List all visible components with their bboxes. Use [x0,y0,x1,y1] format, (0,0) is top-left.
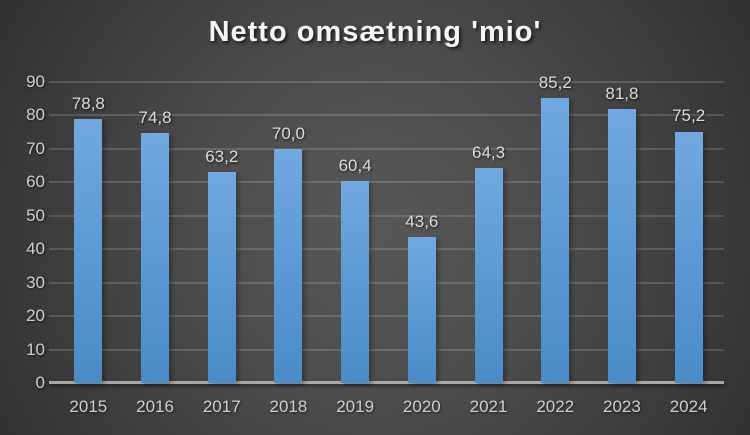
x-axis-line [49,381,724,384]
y-tick-label-30: 30 [26,272,45,292]
x-tick-label-2016: 2016 [136,397,174,416]
value-label-2024: 75,2 [672,106,706,126]
x-tick-label-2023: 2023 [603,397,641,416]
gridline-50 [49,214,724,217]
bar-2019[interactable] [341,181,370,383]
bar-2024[interactable] [674,131,703,383]
x-tick-label-2021: 2021 [469,397,508,416]
value-label-2021: 64,3 [472,142,506,162]
value-label-2018: 70,0 [271,123,305,143]
bar-2021[interactable] [474,167,503,383]
value-label-2020: 43,6 [405,212,439,232]
y-tick-label-10: 10 [26,339,45,359]
gridline-70 [49,147,724,150]
y-tick-label-90: 90 [26,72,45,91]
bar-2015[interactable] [74,119,103,383]
value-label-2015: 78,8 [71,94,105,114]
value-label-2023: 81,8 [605,84,639,104]
x-tick-label-2015: 2015 [69,397,108,416]
bar-2022[interactable] [541,98,570,383]
gridline-60 [49,181,724,184]
plot-area [49,81,724,384]
x-tick-label-2019: 2019 [336,397,375,416]
gridline-90 [49,81,724,83]
gridline-40 [49,248,724,251]
x-tick-label-2022: 2022 [536,397,575,416]
x-tick-label-2024: 2024 [669,397,708,416]
y-tick-label-60: 60 [26,172,45,192]
gridline-80 [49,114,724,117]
y-tick-label-0: 0 [35,373,45,392]
y-tick-label-40: 40 [26,239,45,259]
bar-2018[interactable] [274,148,303,383]
y-tick-label-50: 50 [26,205,45,225]
chart-title: Netto omsætning 'mio' [208,16,542,48]
x-tick-label-2020: 2020 [402,397,441,416]
bar-2016[interactable] [141,132,170,383]
y-tick-label-20: 20 [26,306,45,326]
bar-2020[interactable] [407,237,436,383]
value-label-2019: 60,4 [338,155,372,175]
gridline-20 [49,315,724,318]
bar-2023[interactable] [607,109,636,383]
y-tick-label-70: 70 [26,138,45,158]
x-tick-label-2017: 2017 [202,397,241,416]
value-label-2016: 74,8 [138,107,172,127]
value-label-2022: 85,2 [538,73,572,93]
y-tick-label-80: 80 [26,105,45,125]
gridline-30 [49,281,724,284]
value-label-2017: 63,2 [205,146,239,166]
x-tick-label-2018: 2018 [269,397,308,416]
gridline-10 [49,348,724,351]
bar-2017[interactable] [207,171,236,383]
